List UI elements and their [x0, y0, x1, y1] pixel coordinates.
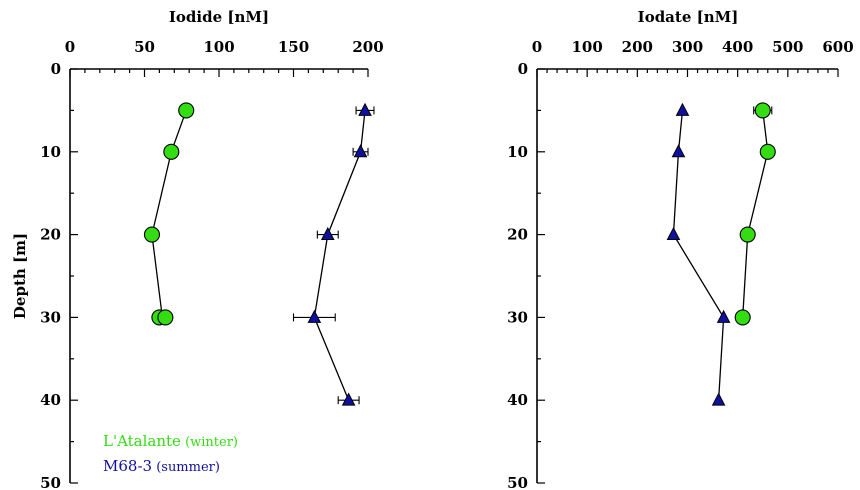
iodate-green-circle-point	[739, 226, 756, 243]
iodide-green-circle-series-line	[151, 110, 187, 318]
iodide-green-circle-point	[163, 143, 180, 160]
iodide-x-tick-label: 50	[134, 38, 155, 56]
iodate-blue-triangle-point	[675, 102, 690, 116]
depth-axis-title: Depth [m]	[11, 233, 29, 319]
iodate-y-ticks: 0 10 20 30 40 50	[507, 60, 545, 490]
iodide-x-tick-label: 200	[352, 38, 383, 56]
legend-item-latalante: L'Atalante (winter)	[103, 432, 238, 450]
iodate-series	[666, 102, 776, 406]
iodate-blue-triangle-point	[716, 309, 731, 323]
iodide-y-tick-label: 40	[40, 391, 61, 409]
iodate-green-circle-point	[734, 309, 751, 326]
iodate-x-tick-label: 500	[772, 38, 803, 56]
iodide-y-tick-label: 10	[40, 143, 61, 161]
iodide-series	[143, 102, 375, 406]
iodide-x-tick-label: 100	[203, 38, 234, 56]
iodide-y-tick-label: 30	[40, 308, 61, 326]
iodate-x-ticks: 0 100 200 300 400 500 600	[532, 38, 854, 77]
iodate-y-tick-label: 20	[507, 226, 528, 244]
iodide-y-tick-label: 0	[51, 60, 61, 78]
iodide-blue-triangle-point	[358, 102, 372, 116]
legend-label-latalante-name: L'Atalante	[103, 432, 181, 450]
iodide-x-axis-title: Iodide [nM]	[169, 8, 269, 26]
iodate-x-tick-label: 300	[672, 38, 703, 56]
iodate-x-tick-label: 600	[822, 38, 853, 56]
iodide-green-circle-point	[143, 226, 160, 243]
iodide-y-ticks: 0 10 20 30 40 50	[40, 60, 78, 490]
iodide-x-ticks: 0 50 100 150 200	[65, 38, 384, 77]
iodate-x-tick-label: 200	[622, 38, 653, 56]
iodide-blue-triangle-point	[307, 309, 322, 323]
iodate-x-tick-label: 100	[572, 38, 603, 56]
iodide-y-tick-label: 50	[40, 474, 61, 490]
iodate-green-circle-series-line	[742, 110, 769, 318]
iodate-blue-triangle-point	[671, 144, 686, 158]
iodide-green-circle-point	[157, 309, 174, 326]
iodide-panel: Iodide [nM] Depth [m] 0 50 100 150 200 0 10 20…	[11, 8, 384, 490]
iodide-blue-triangle-point	[353, 144, 368, 158]
iodate-x-tick-label: 400	[722, 38, 753, 56]
iodate-y-tick-label: 30	[507, 308, 528, 326]
iodide-green-circle-point	[178, 102, 195, 119]
iodide-x-tick-label: 0	[65, 38, 75, 56]
iodate-green-circle-point	[754, 102, 771, 119]
iodide-blue-triangle-point	[341, 392, 356, 406]
iodate-y-tick-label: 0	[518, 60, 528, 78]
iodate-x-tick-label: 0	[532, 38, 542, 56]
legend-item-m68: M68-3 (summer)	[103, 457, 220, 475]
iodate-y-tick-label: 50	[507, 474, 528, 490]
iodate-y-tick-label: 40	[507, 391, 528, 409]
iodate-x-axis-title: Iodate [nM]	[638, 8, 739, 26]
legend-label-season: (winter)	[181, 435, 238, 450]
iodide-y-tick-label: 20	[40, 226, 61, 244]
legend-label-m68-name: M68-3	[103, 457, 152, 475]
legend-label-season: (summer)	[152, 460, 220, 475]
iodate-blue-triangle-point	[666, 226, 681, 241]
legend: L'Atalante (winter) M68-3 (summer)	[103, 432, 238, 475]
iodate-panel: Iodate [nM] 0 100 200 300 400 500 600 0 10 20 30 4…	[507, 8, 854, 490]
iodate-green-circle-point	[759, 143, 776, 160]
iodate-y-tick-label: 10	[507, 143, 528, 161]
iodide-blue-triangle-point	[320, 226, 335, 241]
iodate-blue-triangle-point	[711, 392, 726, 406]
iodide-x-tick-label: 150	[278, 38, 309, 56]
